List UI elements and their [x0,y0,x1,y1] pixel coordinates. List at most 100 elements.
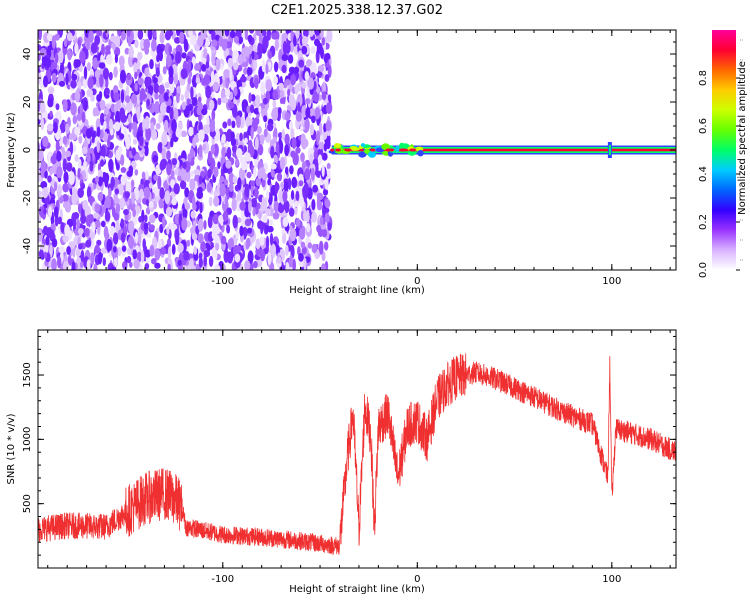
spectrogram-cell [231,120,236,129]
spectrogram-cell [189,178,196,191]
spectrogram-cell [131,147,136,157]
spectrogram-cell [212,213,220,225]
spectrogram-cell [211,52,216,66]
spectrogram-cell [161,132,168,146]
spectrogram-cell [311,243,318,254]
spectrogram-cell [251,50,255,60]
spectrogram-cell [265,208,271,217]
spectrogram-cell [104,107,110,116]
spectrogram-cell [296,218,301,227]
spectrogram-cell [268,219,273,226]
spectrogram-cell [94,220,101,228]
colorbar-gradient [712,30,736,270]
spectrogram-cell [228,172,234,185]
spectrogram-cell [153,174,159,181]
spectrogram-cell [175,128,182,138]
spectrogram-cell [240,75,247,83]
spectrogram-cell [263,128,268,138]
spectrogram-cell [84,227,90,237]
spectrogram-cell [63,260,69,270]
spectrogram-cell [277,107,282,115]
spectrogram-cell [126,255,132,264]
spectrogram-cell [82,77,89,89]
spectrogram-cell [193,169,201,176]
spectrogram-cell [130,93,138,104]
spectrogram-cell [236,200,242,212]
spectrogram-cell [53,181,58,192]
spectrogram-cell [137,77,144,86]
spectrogram-cell [289,41,295,53]
spectrogram-cell [254,77,259,89]
spectrogram-cell [321,91,327,101]
spectrogram-cell [203,48,208,55]
spectrogram-cell [161,148,166,160]
spectrogram-cell [134,71,138,80]
spectrogram-cell [281,54,289,61]
spectrogram-cell [211,39,218,47]
spectrogram-cell [170,137,174,148]
y-tick-label: 1000 [22,427,33,452]
spectrogram-cell [288,66,296,74]
spectrogram-cell [103,120,107,130]
spectrogram-cell [120,167,127,173]
spectrogram-cell [183,169,187,182]
spectrogram-cell [91,221,96,233]
spectrogram-cell [203,254,207,267]
spectrogram-cell [166,54,172,68]
spectrogram-cell [80,214,87,225]
spectrogram-cell [162,216,166,229]
spectrogram-cell [126,247,132,255]
spectrogram-cell [158,198,164,209]
spectrogram-cell [184,187,190,198]
spectrogram-cell [40,100,46,114]
spectrogram-cell [105,54,113,65]
spectrogram-cell [174,152,178,159]
spectrogram-cell [83,100,87,112]
spectrogram-cell [38,44,42,52]
spectrogram-cell [208,255,214,267]
spectrogram-cell [119,107,126,121]
spectrogram-cell [318,141,323,150]
spectrogram-cell [47,206,53,219]
spectrogram-cell [318,240,324,255]
spectrogram-cell [255,136,259,150]
spectrogram-cell [253,260,258,269]
spectrogram-cell [44,169,48,179]
spectrogram-cell [54,33,60,41]
spectrogram-cell [203,124,210,135]
spectrogram-cell [133,259,140,270]
spectrogram-cell [228,101,235,109]
spectrogram-cell [110,266,117,270]
spectrogram-cell [86,61,91,72]
spectrogram-cell [125,136,131,150]
spectrogram-cell [270,163,277,170]
spectrogram-cell [311,211,317,223]
spectrogram-cell [119,69,127,84]
spectrogram-cell [117,246,122,257]
spectrogram-cell [77,167,81,179]
spectrogram-cell [113,66,118,78]
spectrogram-cell [253,59,258,71]
spectrogram-cell [258,210,262,220]
spectrogram-cell [136,60,141,70]
spectrogram-cell [317,65,325,73]
spectrogram-cell [74,154,79,162]
spectrogram-cell [278,82,284,91]
spectrogram-cell [62,135,68,145]
spectrogram-cell [119,197,126,209]
spectrogram-cell [43,208,47,215]
spectrogram-cell [316,86,321,94]
spectrogram-cell [181,217,188,231]
spectrogram-cell [248,92,252,104]
colorbar-tick-label: 0.8 [698,70,709,86]
spectrogram-cell [288,207,295,217]
spectrogram-cell [177,168,182,177]
spectrogram-cell [162,66,167,75]
spectrogram-cell [50,155,57,165]
spectrogram-cell [311,115,316,124]
spectrogram-cell [94,34,101,46]
spectrogram-cell [155,67,160,78]
spectrogram-cell [245,238,250,250]
spectrogram-cell [210,70,215,83]
spectrogram-cell [159,223,164,234]
